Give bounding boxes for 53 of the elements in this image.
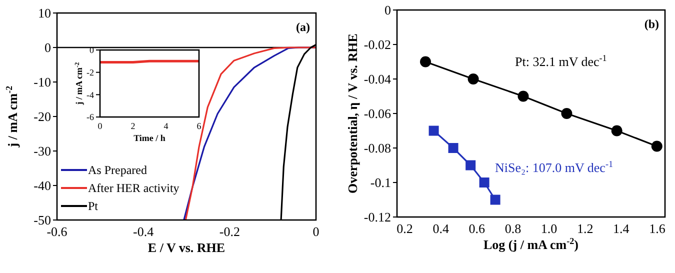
x-axis-title: Time / h <box>134 133 166 143</box>
point <box>561 108 572 119</box>
x-tick-label: 0 <box>312 224 320 239</box>
x-tick-label: 1.6 <box>649 221 666 236</box>
point <box>428 126 439 136</box>
y-tick-label: -10 <box>34 74 51 90</box>
x-tick-label: 0.4 <box>432 221 450 236</box>
x-tick-label: 0 <box>98 121 103 131</box>
legend-label: After HER activity <box>88 181 180 196</box>
point <box>466 160 476 170</box>
y-tick-label: -4 <box>86 90 94 100</box>
y-tick-label: -0.02 <box>364 37 391 52</box>
annotation: (a) <box>296 20 310 34</box>
y-tick-label: -40 <box>34 178 51 194</box>
point <box>420 56 431 68</box>
x-tick-label: 1.0 <box>540 221 558 236</box>
y-tick-label: -0.08 <box>364 140 391 156</box>
x-tick-label: 1.2 <box>576 221 594 236</box>
x-tick-label: 0.8 <box>504 221 522 236</box>
x-tick-label: -0.2 <box>219 224 240 239</box>
annotation: (b) <box>644 17 659 31</box>
y-tick-label: -0.12 <box>364 210 391 225</box>
x-axis-title: Log (j / mA cm$^{-2}$) <box>484 236 578 252</box>
y-axis-title: Overpotential, η / V vs. RHE <box>345 34 360 194</box>
x-tick-label: 6 <box>196 121 202 131</box>
y-tick-label: 10 <box>38 6 51 21</box>
y-tick-label: -0.04 <box>364 72 392 87</box>
point <box>611 125 622 136</box>
point <box>468 74 479 84</box>
point <box>490 194 500 205</box>
annotation: NiSe₂: 107.0 mV dec$^{-1}$ <box>495 159 614 175</box>
x-tick-label: 0.6 <box>468 221 486 236</box>
y-tick-label: -2 <box>86 67 94 78</box>
point <box>448 143 458 153</box>
x-tick-label: 1.4 <box>613 221 630 236</box>
y-tick-label: 0 <box>384 2 391 18</box>
legend-label: Pt <box>88 199 99 214</box>
y-tick-label: 0 <box>44 40 51 56</box>
y-tick-label: -20 <box>34 109 51 124</box>
y-tick-label: -0.06 <box>364 106 392 122</box>
point <box>518 90 529 102</box>
annotation: Pt: 32.1 mV dec$^{-1}$ <box>515 53 607 69</box>
x-tick-label: 4 <box>164 121 169 131</box>
y-tick-label: -0.1 <box>370 175 391 190</box>
x-axis-title: E / V vs. RHE <box>148 240 226 255</box>
point <box>651 140 662 152</box>
x-tick-label: 2 <box>130 121 136 131</box>
point <box>479 178 490 188</box>
legend-label: As Prepared <box>88 163 147 178</box>
y-tick-label: -6 <box>86 112 94 122</box>
x-tick-label: 0.2 <box>396 221 413 236</box>
x-tick-label: -0.4 <box>133 224 154 239</box>
y-tick-label: -30 <box>34 144 51 159</box>
